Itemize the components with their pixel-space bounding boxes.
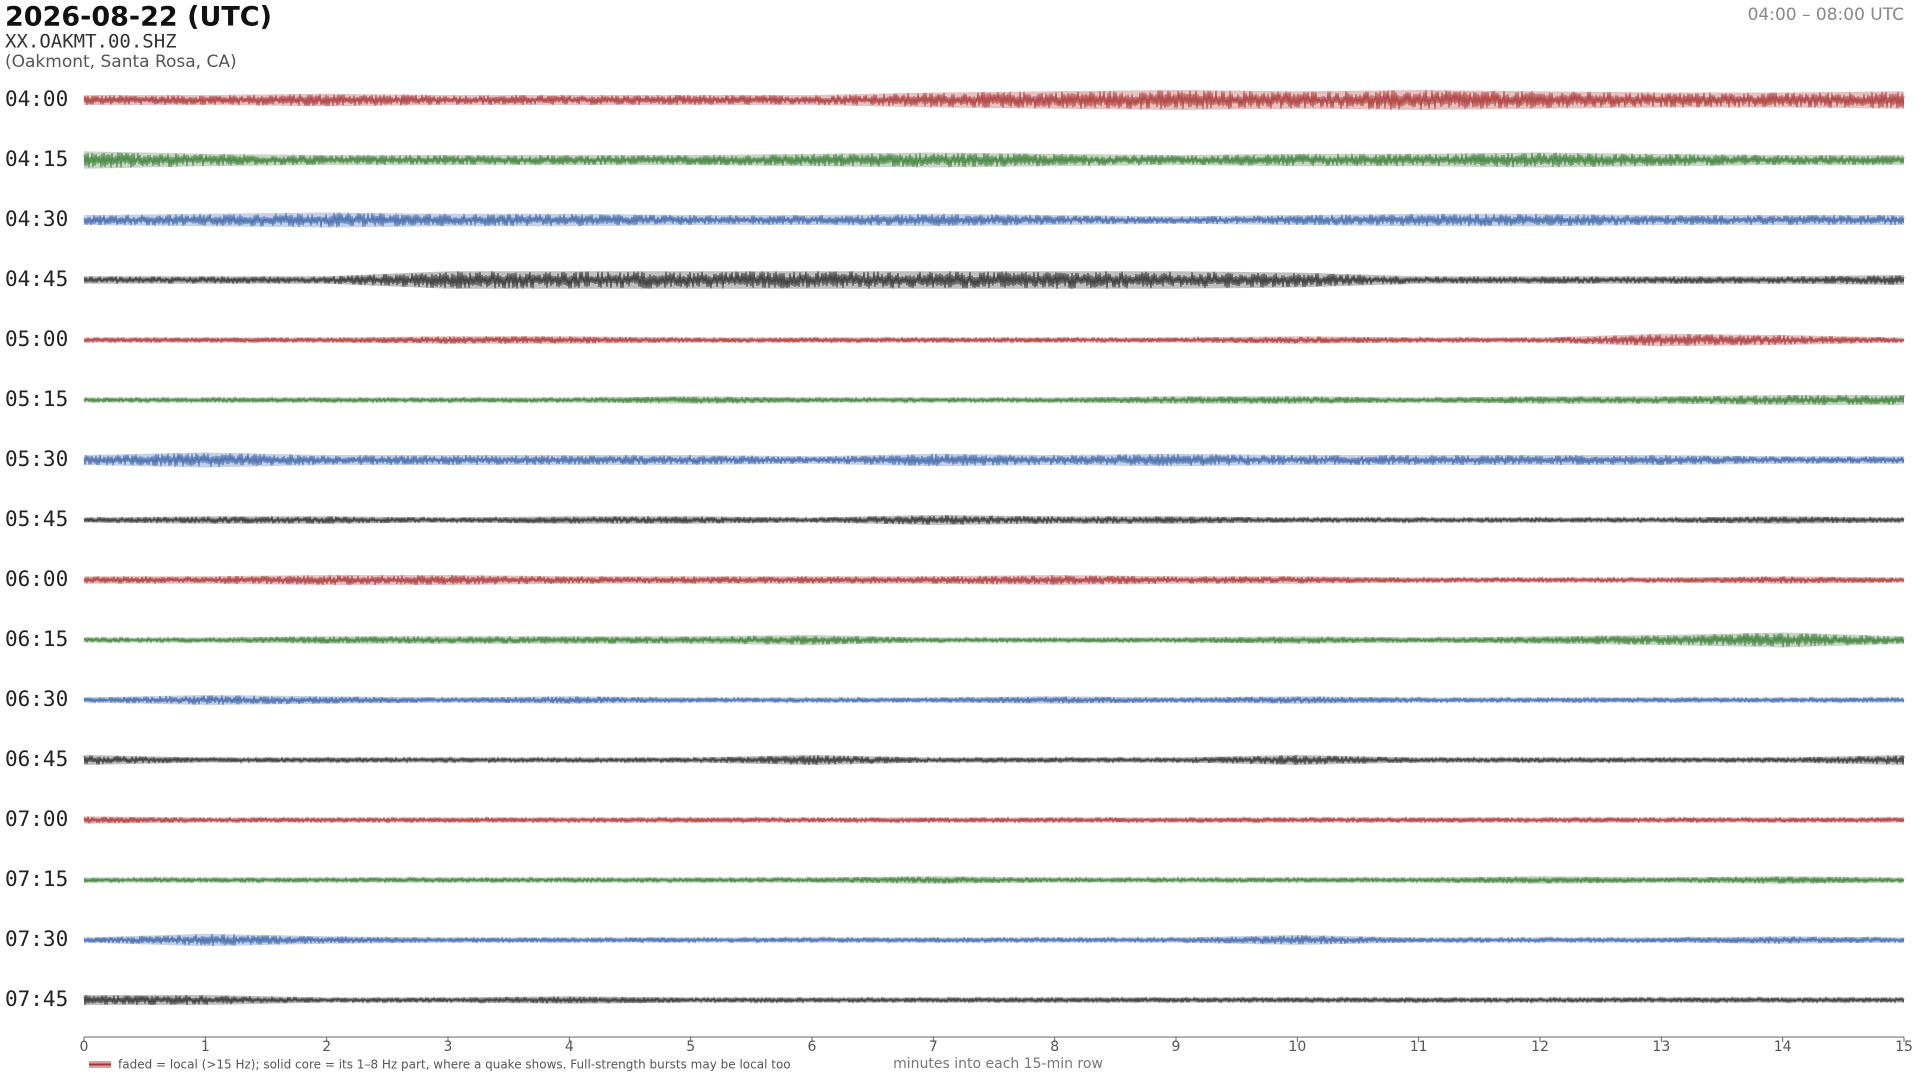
legend-note: faded = local (>15 Hz); solid core = its…: [118, 1058, 791, 1072]
title: 2026-08-22 (UTC): [5, 2, 272, 33]
row-label: 06:45: [5, 747, 68, 771]
trace: [83, 152, 1905, 168]
x-tick-label: 11: [1410, 1039, 1428, 1055]
row-label: 04:45: [5, 267, 68, 291]
trace: [83, 271, 1905, 289]
trace: [83, 875, 1905, 885]
x-tick-label: 14: [1774, 1039, 1792, 1055]
x-tick-label: 7: [929, 1039, 938, 1055]
x-tick-label: 3: [444, 1039, 453, 1055]
x-tick-label: 2: [322, 1039, 331, 1055]
row-label: 05:45: [5, 507, 68, 531]
trace: [83, 395, 1905, 406]
x-tick-label: 8: [1050, 1039, 1059, 1055]
row-label: 06:15: [5, 627, 68, 651]
row-label: 04:15: [5, 147, 68, 171]
trace-envelope: [84, 395, 1904, 405]
x-tick-label: 5: [686, 1039, 695, 1055]
row-label: 06:30: [5, 687, 68, 711]
x-tick-label: 10: [1288, 1039, 1306, 1055]
x-tick-label: 9: [1172, 1039, 1181, 1055]
x-tick-label: 12: [1531, 1039, 1549, 1055]
x-tick-label: 6: [808, 1039, 817, 1055]
row-label: 06:00: [5, 567, 68, 591]
trace: [83, 815, 1905, 825]
row-label: 05:15: [5, 387, 68, 411]
trace: [83, 755, 1905, 765]
trace: [83, 212, 1905, 228]
trace-envelope: [84, 333, 1904, 347]
time-range: 04:00 – 08:00 UTC: [1748, 5, 1904, 25]
row-label: 07:30: [5, 927, 68, 951]
x-tick-label: 15: [1895, 1039, 1913, 1055]
row-label: 05:00: [5, 327, 68, 351]
trace: [83, 334, 1905, 347]
trace: [83, 515, 1905, 525]
x-tick-label: 0: [80, 1039, 89, 1055]
x-axis-label: minutes into each 15-min row: [893, 1056, 1103, 1072]
x-tick-label: 13: [1652, 1039, 1670, 1055]
row-label: 05:30: [5, 447, 68, 471]
location: (Oakmont, Santa Rosa, CA): [5, 52, 237, 72]
station: XX.OAKMT.00.SHZ: [5, 31, 177, 53]
row-label: 04:30: [5, 207, 68, 231]
row-label: 04:00: [5, 87, 68, 111]
trace: [83, 90, 1905, 110]
trace: [83, 994, 1905, 1006]
row-label: 07:15: [5, 867, 68, 891]
trace: [83, 452, 1905, 468]
trace: [83, 695, 1905, 705]
x-tick-label: 1: [201, 1039, 210, 1055]
x-tick-label: 4: [565, 1039, 574, 1055]
row-label: 07:45: [5, 987, 68, 1011]
row-label: 07:00: [5, 807, 68, 831]
trace: [83, 574, 1905, 586]
trace: [83, 933, 1905, 946]
trace: [83, 633, 1905, 648]
trace-envelope: [84, 271, 1904, 289]
